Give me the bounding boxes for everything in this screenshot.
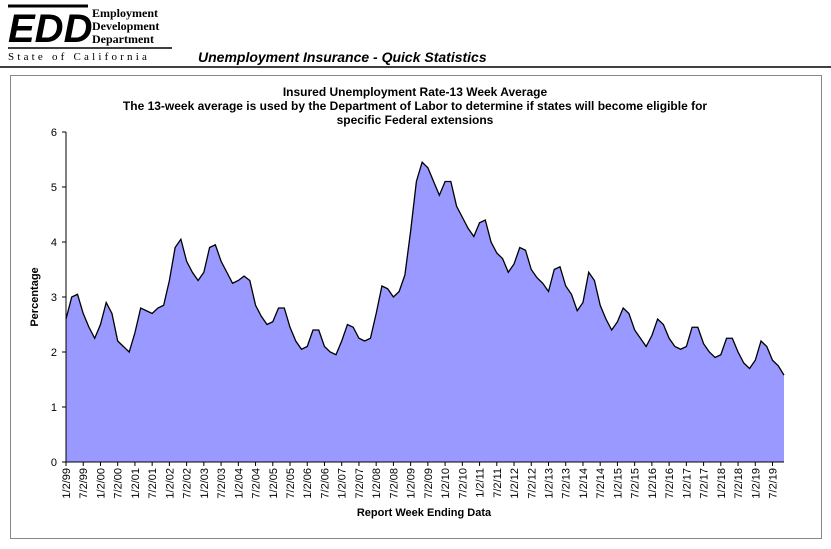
y-axis-label: Percentage	[29, 267, 41, 326]
org-line: Development	[92, 19, 159, 33]
x-tick-label: 7/2/01	[147, 468, 159, 499]
x-tick-label: 1/2/15	[612, 468, 624, 499]
x-tick-label: 1/2/01	[130, 468, 142, 499]
logo: EDD	[8, 7, 92, 51]
x-tick-label: 7/2/15	[630, 468, 642, 499]
x-tick-label: 7/2/99	[78, 468, 90, 499]
x-tick-label: 1/2/16	[647, 468, 659, 499]
x-tick-label: 1/2/03	[199, 468, 211, 499]
x-tick-label: 7/2/10	[457, 468, 469, 499]
x-tick-label: 7/2/05	[285, 468, 297, 499]
x-tick-label: 7/2/17	[699, 468, 711, 499]
x-tick-label: 1/2/09	[406, 468, 418, 499]
x-tick-label: 7/2/18	[733, 468, 745, 499]
y-tick-label: 1	[51, 402, 57, 414]
x-tick-label: 1/2/13	[543, 468, 555, 499]
x-tick-label: 7/2/09	[423, 468, 435, 499]
x-tick-label: 1/2/08	[371, 468, 383, 499]
x-tick-label: 1/2/14	[578, 468, 590, 499]
x-tick-label: 1/2/02	[164, 468, 176, 499]
area	[66, 162, 784, 462]
y-tick-label: 4	[51, 237, 57, 249]
org-line: Department	[92, 32, 154, 46]
x-tick-label: 1/2/99	[61, 468, 73, 499]
x-tick-label: 7/2/07	[354, 468, 366, 499]
x-axis-label: Report Week Ending Data	[357, 507, 492, 519]
x-tick-label: 1/2/11	[475, 468, 487, 498]
chart-subtitle: specific Federal extensions	[337, 113, 494, 127]
x-tick-label: 7/2/00	[113, 468, 125, 499]
x-tick-label: 1/2/17	[681, 468, 693, 499]
x-tick-label: 7/2/02	[182, 468, 194, 499]
x-tick-label: 1/2/04	[233, 468, 245, 499]
y-tick-label: 5	[51, 182, 57, 194]
x-tick-label: 1/2/07	[337, 468, 349, 499]
page-title: Unemployment Insurance - Quick Statistic…	[198, 49, 487, 65]
y-tick-label: 2	[51, 347, 57, 359]
x-tick-label: 7/2/14	[595, 468, 607, 499]
x-tick-label: 7/2/03	[216, 468, 228, 499]
y-tick-label: 6	[51, 127, 57, 139]
x-tick-label: 1/2/05	[268, 468, 280, 499]
x-tick-label: 1/2/19	[750, 468, 762, 499]
x-tick-label: 1/2/06	[302, 468, 314, 499]
org-line: Employment	[92, 6, 158, 20]
x-tick-label: 1/2/18	[716, 468, 728, 499]
x-tick-label: 7/2/12	[526, 468, 538, 499]
x-tick-label: 7/2/08	[388, 468, 400, 499]
x-tick-label: 1/2/00	[95, 468, 107, 499]
x-tick-label: 7/2/13	[561, 468, 573, 499]
x-tick-label: 1/2/12	[509, 468, 521, 499]
x-tick-label: 1/2/10	[440, 468, 452, 499]
x-tick-label: 7/2/06	[319, 468, 331, 499]
x-tick-label: 7/2/19	[768, 468, 780, 499]
y-tick-label: 0	[51, 457, 57, 469]
chart-title: Insured Unemployment Rate-13 Week Averag…	[283, 85, 548, 99]
state-name: State of California	[8, 51, 150, 63]
x-tick-label: 7/2/04	[251, 468, 263, 499]
x-tick-label: 7/2/11	[492, 468, 504, 498]
y-tick-label: 3	[51, 292, 57, 304]
x-tick-label: 7/2/16	[664, 468, 676, 499]
line	[65, 161, 785, 376]
chart-subtitle: The 13-week average is used by the Depar…	[123, 99, 707, 113]
